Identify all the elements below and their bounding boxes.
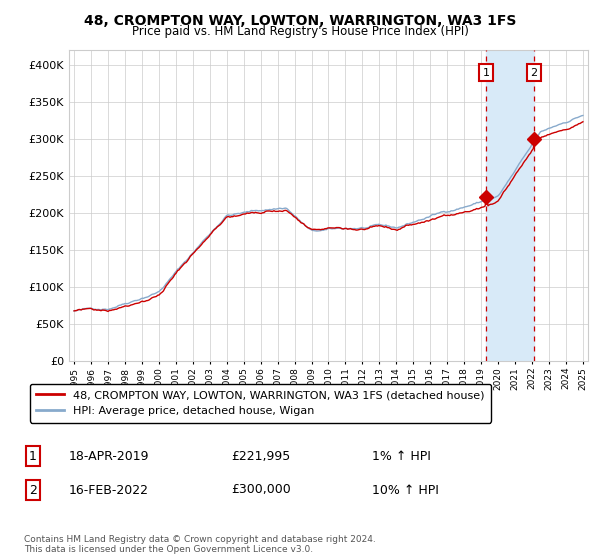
- Text: 16-FEB-2022: 16-FEB-2022: [69, 483, 149, 497]
- Text: 2: 2: [29, 483, 37, 497]
- Bar: [486, 50, 534, 361]
- Text: 1% ↑ HPI: 1% ↑ HPI: [372, 450, 431, 463]
- Text: Price paid vs. HM Land Registry's House Price Index (HPI): Price paid vs. HM Land Registry's House …: [131, 25, 469, 38]
- Text: 18-APR-2019: 18-APR-2019: [69, 450, 149, 463]
- Legend: 48, CROMPTON WAY, LOWTON, WARRINGTON, WA3 1FS (detached house), HPI: Average pri: 48, CROMPTON WAY, LOWTON, WARRINGTON, WA…: [29, 384, 491, 423]
- Text: 1: 1: [482, 68, 490, 78]
- Text: 2: 2: [530, 68, 538, 78]
- Text: £300,000: £300,000: [231, 483, 291, 497]
- Text: Contains HM Land Registry data © Crown copyright and database right 2024.
This d: Contains HM Land Registry data © Crown c…: [24, 535, 376, 554]
- Text: £221,995: £221,995: [231, 450, 290, 463]
- Text: 10% ↑ HPI: 10% ↑ HPI: [372, 483, 439, 497]
- Text: 1: 1: [29, 450, 37, 463]
- Text: 48, CROMPTON WAY, LOWTON, WARRINGTON, WA3 1FS: 48, CROMPTON WAY, LOWTON, WARRINGTON, WA…: [84, 14, 516, 28]
